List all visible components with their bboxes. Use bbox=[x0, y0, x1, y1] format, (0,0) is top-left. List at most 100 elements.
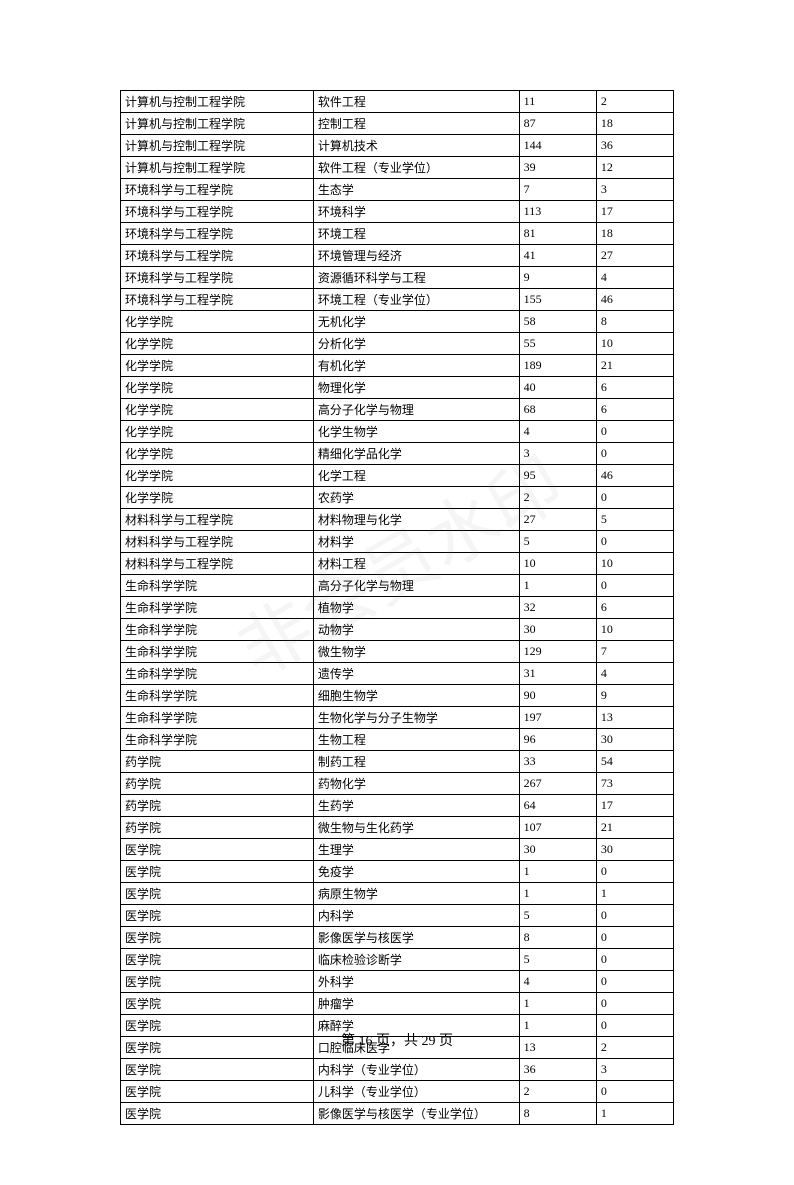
table-cell: 54 bbox=[596, 751, 673, 773]
footer-total: 29 bbox=[422, 1034, 436, 1049]
data-table: 计算机与控制工程学院软件工程112计算机与控制工程学院控制工程8718计算机与控… bbox=[120, 90, 674, 1125]
table-cell: 分析化学 bbox=[313, 333, 519, 355]
table-row: 化学学院化学工程9546 bbox=[121, 465, 674, 487]
table-row: 计算机与控制工程学院控制工程8718 bbox=[121, 113, 674, 135]
table-row: 环境科学与工程学院资源循环科学与工程94 bbox=[121, 267, 674, 289]
table-cell: 0 bbox=[596, 575, 673, 597]
table-cell: 1 bbox=[519, 861, 596, 883]
table-row: 医学院影像医学与核医学（专业学位）81 bbox=[121, 1103, 674, 1125]
table-cell: 3 bbox=[519, 443, 596, 465]
table-row: 医学院内科学（专业学位）363 bbox=[121, 1059, 674, 1081]
table-row: 化学学院物理化学406 bbox=[121, 377, 674, 399]
table-row: 药学院药物化学26773 bbox=[121, 773, 674, 795]
table-cell: 化学工程 bbox=[313, 465, 519, 487]
table-cell: 儿科学（专业学位） bbox=[313, 1081, 519, 1103]
table-cell: 外科学 bbox=[313, 971, 519, 993]
table-cell: 1 bbox=[596, 1103, 673, 1125]
table-cell: 材料工程 bbox=[313, 553, 519, 575]
table-cell: 病原生物学 bbox=[313, 883, 519, 905]
table-cell: 17 bbox=[596, 201, 673, 223]
table-cell: 6 bbox=[596, 597, 673, 619]
table-cell: 免疫学 bbox=[313, 861, 519, 883]
table-cell: 0 bbox=[596, 1081, 673, 1103]
table-row: 药学院制药工程3354 bbox=[121, 751, 674, 773]
table-cell: 189 bbox=[519, 355, 596, 377]
table-row: 环境科学与工程学院环境工程（专业学位）15546 bbox=[121, 289, 674, 311]
table-cell: 化学学院 bbox=[121, 377, 314, 399]
table-cell: 材料物理与化学 bbox=[313, 509, 519, 531]
table-cell: 药学院 bbox=[121, 751, 314, 773]
table-row: 药学院生药学6417 bbox=[121, 795, 674, 817]
table-cell: 5 bbox=[519, 949, 596, 971]
table-cell: 医学院 bbox=[121, 927, 314, 949]
table-cell: 39 bbox=[519, 157, 596, 179]
table-cell: 计算机与控制工程学院 bbox=[121, 91, 314, 113]
table-cell: 33 bbox=[519, 751, 596, 773]
table-cell: 生物工程 bbox=[313, 729, 519, 751]
table-cell: 材料科学与工程学院 bbox=[121, 531, 314, 553]
table-cell: 化学学院 bbox=[121, 355, 314, 377]
table-row: 医学院生理学3030 bbox=[121, 839, 674, 861]
table-cell: 8 bbox=[519, 927, 596, 949]
table-cell: 17 bbox=[596, 795, 673, 817]
table-cell: 生药学 bbox=[313, 795, 519, 817]
table-cell: 64 bbox=[519, 795, 596, 817]
table-cell: 21 bbox=[596, 355, 673, 377]
footer-current: 16 bbox=[359, 1034, 373, 1049]
table-row: 环境科学与工程学院环境科学11317 bbox=[121, 201, 674, 223]
table-cell: 医学院 bbox=[121, 883, 314, 905]
table-cell: 27 bbox=[519, 509, 596, 531]
table-cell: 4 bbox=[519, 971, 596, 993]
table-cell: 化学学院 bbox=[121, 465, 314, 487]
table-row: 生命科学学院遗传学314 bbox=[121, 663, 674, 685]
table-cell: 医学院 bbox=[121, 993, 314, 1015]
table-row: 计算机与控制工程学院软件工程112 bbox=[121, 91, 674, 113]
footer-prefix: 第 bbox=[341, 1034, 359, 1049]
table-cell: 0 bbox=[596, 531, 673, 553]
table-row: 医学院儿科学（专业学位）20 bbox=[121, 1081, 674, 1103]
table-cell: 动物学 bbox=[313, 619, 519, 641]
table-cell: 肿瘤学 bbox=[313, 993, 519, 1015]
table-row: 医学院临床检验诊断学50 bbox=[121, 949, 674, 971]
table-row: 生命科学学院生物化学与分子生物学19713 bbox=[121, 707, 674, 729]
table-cell: 精细化学品化学 bbox=[313, 443, 519, 465]
table-cell: 4 bbox=[596, 267, 673, 289]
table-cell: 农药学 bbox=[313, 487, 519, 509]
table-cell: 生态学 bbox=[313, 179, 519, 201]
table-cell: 材料科学与工程学院 bbox=[121, 553, 314, 575]
table-cell: 计算机与控制工程学院 bbox=[121, 113, 314, 135]
table-cell: 31 bbox=[519, 663, 596, 685]
table-cell: 5 bbox=[519, 531, 596, 553]
table-cell: 6 bbox=[596, 377, 673, 399]
table-cell: 物理化学 bbox=[313, 377, 519, 399]
table-cell: 5 bbox=[596, 509, 673, 531]
table-row: 计算机与控制工程学院软件工程（专业学位）3912 bbox=[121, 157, 674, 179]
table-cell: 材料学 bbox=[313, 531, 519, 553]
table-cell: 资源循环科学与工程 bbox=[313, 267, 519, 289]
table-cell: 计算机与控制工程学院 bbox=[121, 157, 314, 179]
table-row: 药学院微生物与生化药学10721 bbox=[121, 817, 674, 839]
table-cell: 0 bbox=[596, 861, 673, 883]
table-cell: 材料科学与工程学院 bbox=[121, 509, 314, 531]
table-cell: 7 bbox=[519, 179, 596, 201]
table-cell: 18 bbox=[596, 113, 673, 135]
table-cell: 0 bbox=[596, 949, 673, 971]
table-cell: 68 bbox=[519, 399, 596, 421]
table-cell: 微生物与生化药学 bbox=[313, 817, 519, 839]
table-row: 医学院影像医学与核医学80 bbox=[121, 927, 674, 949]
table-cell: 化学学院 bbox=[121, 421, 314, 443]
table-cell: 73 bbox=[596, 773, 673, 795]
table-cell: 113 bbox=[519, 201, 596, 223]
table-row: 医学院内科学50 bbox=[121, 905, 674, 927]
table-cell: 高分子化学与物理 bbox=[313, 399, 519, 421]
table-row: 生命科学学院微生物学1297 bbox=[121, 641, 674, 663]
table-cell: 81 bbox=[519, 223, 596, 245]
table-cell: 32 bbox=[519, 597, 596, 619]
table-cell: 6 bbox=[596, 399, 673, 421]
table-row: 医学院免疫学10 bbox=[121, 861, 674, 883]
table-cell: 10 bbox=[519, 553, 596, 575]
table-cell: 30 bbox=[519, 619, 596, 641]
footer-suffix: 页 bbox=[436, 1034, 454, 1049]
table-cell: 0 bbox=[596, 927, 673, 949]
table-cell: 95 bbox=[519, 465, 596, 487]
